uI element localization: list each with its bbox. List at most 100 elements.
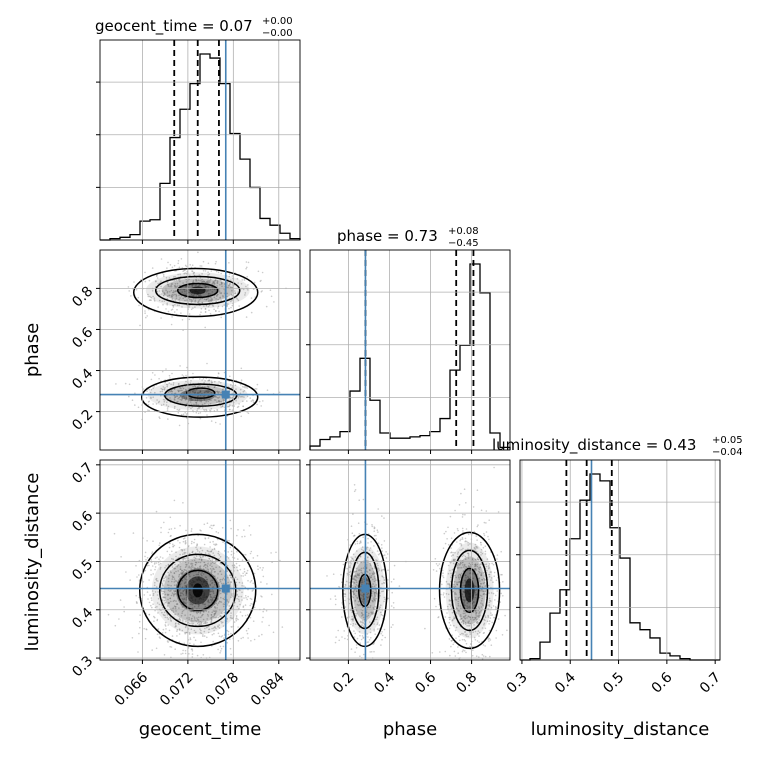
scatter-point bbox=[478, 613, 480, 615]
scatter-point bbox=[499, 601, 502, 603]
scatter-point bbox=[217, 573, 219, 575]
scatter-point bbox=[167, 589, 170, 592]
scatter-point bbox=[478, 579, 480, 581]
scatter-point bbox=[352, 553, 355, 556]
scatter-point bbox=[445, 530, 447, 533]
scatter-point bbox=[185, 596, 188, 599]
scatter-point bbox=[193, 636, 195, 639]
scatter-point bbox=[449, 569, 451, 572]
scatter-point bbox=[344, 606, 347, 608]
scatter-point bbox=[158, 544, 160, 547]
scatter-point bbox=[184, 399, 187, 401]
scatter-point bbox=[167, 405, 170, 408]
scatter-point bbox=[183, 397, 186, 399]
scatter-point bbox=[218, 290, 221, 292]
scatter-point bbox=[162, 303, 164, 306]
scatter-point bbox=[203, 561, 206, 564]
scatter-point bbox=[457, 581, 460, 584]
scatter-point bbox=[471, 654, 474, 657]
scatter-point bbox=[207, 570, 210, 572]
scatter-point bbox=[158, 377, 160, 380]
scatter-point bbox=[357, 604, 360, 607]
scatter-point bbox=[484, 575, 486, 577]
scatter-point bbox=[190, 528, 193, 530]
scatter-point bbox=[199, 298, 202, 300]
scatter-point bbox=[487, 638, 490, 640]
scatter-point bbox=[148, 601, 151, 604]
scatter-point bbox=[219, 589, 221, 591]
scatter-point bbox=[354, 632, 357, 635]
scatter-point bbox=[200, 265, 203, 267]
scatter-point bbox=[247, 284, 249, 286]
scatter-point bbox=[203, 603, 206, 606]
scatter-point bbox=[182, 594, 185, 596]
scatter-point bbox=[191, 653, 194, 655]
scatter-point bbox=[196, 612, 198, 615]
scatter-point bbox=[171, 580, 173, 583]
scatter-point bbox=[190, 407, 192, 410]
scatter-point bbox=[202, 618, 205, 621]
scatter-point bbox=[181, 569, 183, 572]
scatter-point bbox=[357, 573, 360, 576]
scatter-point bbox=[200, 399, 203, 401]
scatter-point bbox=[207, 615, 209, 617]
scatter-point bbox=[165, 308, 167, 310]
scatter-point bbox=[479, 571, 481, 574]
scatter-point bbox=[190, 562, 192, 565]
scatter-point bbox=[448, 616, 450, 619]
scatter-point bbox=[164, 399, 166, 401]
scatter-point bbox=[148, 579, 150, 581]
scatter-point bbox=[465, 642, 468, 645]
scatter-point bbox=[238, 598, 240, 601]
scatter-point bbox=[222, 401, 225, 403]
scatter-point bbox=[178, 299, 180, 301]
scatter-point bbox=[179, 583, 181, 586]
scatter-point bbox=[158, 563, 160, 566]
scatter-point bbox=[353, 534, 356, 537]
scatter-point bbox=[220, 299, 222, 302]
scatter-point bbox=[180, 604, 183, 606]
scatter-point bbox=[147, 598, 149, 600]
scatter-point bbox=[199, 417, 202, 420]
scatter-point bbox=[209, 568, 212, 570]
scatter-point bbox=[188, 399, 190, 402]
scatter-point bbox=[361, 594, 363, 596]
scatter-point bbox=[248, 525, 251, 527]
scatter-point bbox=[174, 567, 177, 570]
scatter-point bbox=[190, 379, 192, 382]
scatter-point bbox=[243, 529, 245, 531]
scatter-point bbox=[467, 565, 470, 567]
scatter-point bbox=[217, 626, 219, 628]
scatter-point bbox=[467, 622, 470, 624]
scatter-point bbox=[496, 558, 498, 560]
scatter-point bbox=[454, 585, 457, 588]
scatter-point bbox=[208, 628, 210, 631]
scatter-point bbox=[171, 575, 174, 577]
scatter-point bbox=[149, 594, 151, 596]
scatter-point bbox=[133, 281, 135, 283]
scatter-point bbox=[384, 598, 386, 601]
scatter-point bbox=[433, 597, 436, 600]
scatter-point bbox=[461, 638, 464, 641]
scatter-point bbox=[444, 616, 447, 618]
scatter-point bbox=[247, 579, 249, 582]
scatter-point bbox=[184, 578, 187, 580]
scatter-point bbox=[176, 285, 179, 287]
scatter-point bbox=[170, 323, 173, 326]
scatter-point bbox=[107, 613, 110, 616]
scatter-point bbox=[223, 611, 226, 614]
scatter-point bbox=[236, 406, 239, 409]
scatter-point bbox=[250, 550, 253, 553]
scatter-point bbox=[174, 290, 177, 293]
scatter-point bbox=[144, 551, 147, 554]
scatter-point bbox=[457, 576, 460, 579]
title-plus: +0.00 bbox=[262, 16, 293, 27]
scatter-point bbox=[197, 573, 200, 576]
scatter-point bbox=[186, 563, 188, 566]
scatter-point bbox=[169, 377, 171, 379]
scatter-point bbox=[210, 571, 213, 574]
scatter-point bbox=[173, 572, 176, 575]
scatter-point bbox=[355, 567, 358, 570]
scatter-point bbox=[252, 603, 254, 605]
scatter-point bbox=[167, 391, 170, 393]
